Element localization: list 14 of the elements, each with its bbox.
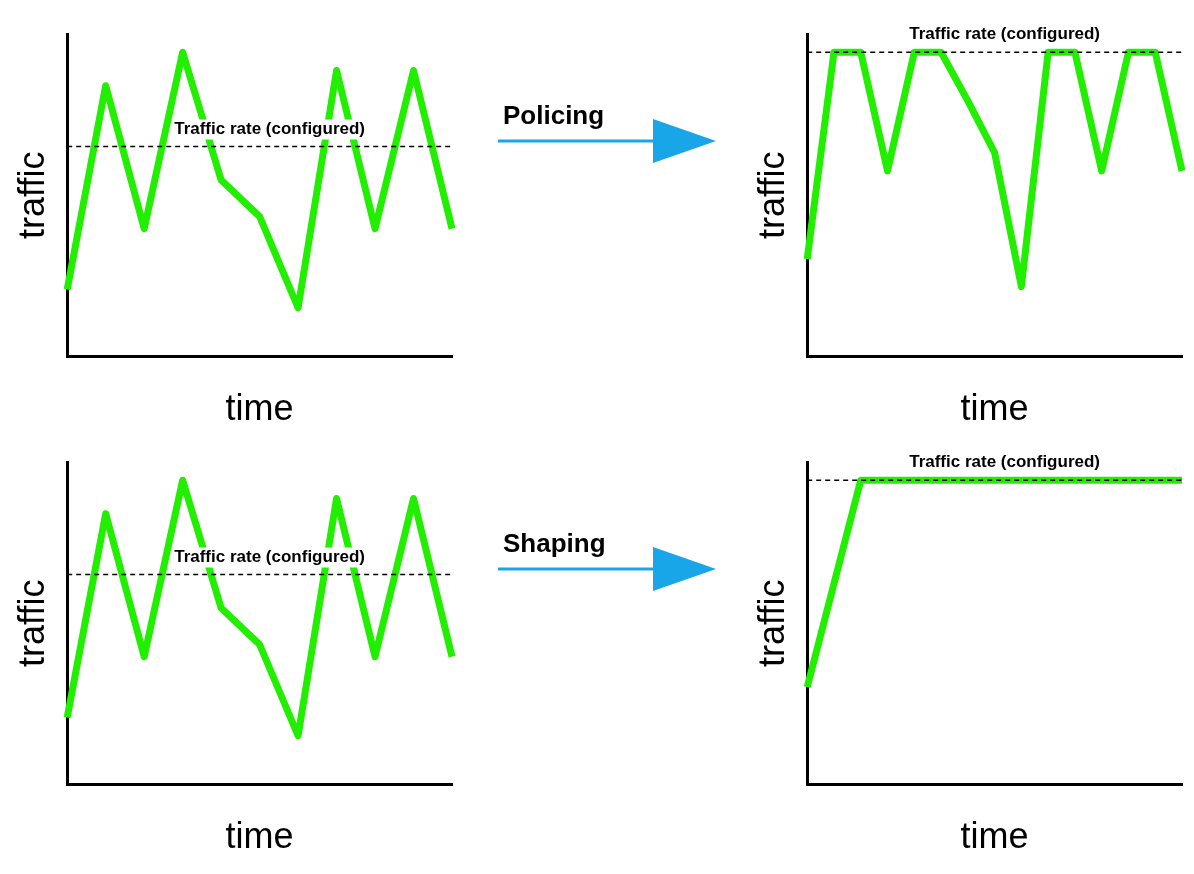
x-axis-title: time	[225, 387, 294, 429]
text: Policing	[503, 100, 605, 131]
x-axis-title: time	[960, 387, 1029, 429]
ref-line-label: Traffic rate (configured)	[909, 24, 1101, 44]
y-axis-title: traffic	[10, 579, 52, 667]
y-axis-title: traffic	[750, 579, 792, 667]
ref-line-label: Traffic rate (configured)	[909, 452, 1101, 472]
text: Shaping	[503, 528, 606, 559]
y-axis-title: traffic	[750, 151, 792, 239]
y-axis-title: traffic	[10, 151, 52, 239]
ref-line-label: Traffic rate (configured)	[174, 546, 366, 566]
x-axis-title: time	[960, 815, 1029, 857]
ref-line-label: Traffic rate (configured)	[174, 118, 366, 138]
x-axis-title: time	[225, 815, 294, 857]
